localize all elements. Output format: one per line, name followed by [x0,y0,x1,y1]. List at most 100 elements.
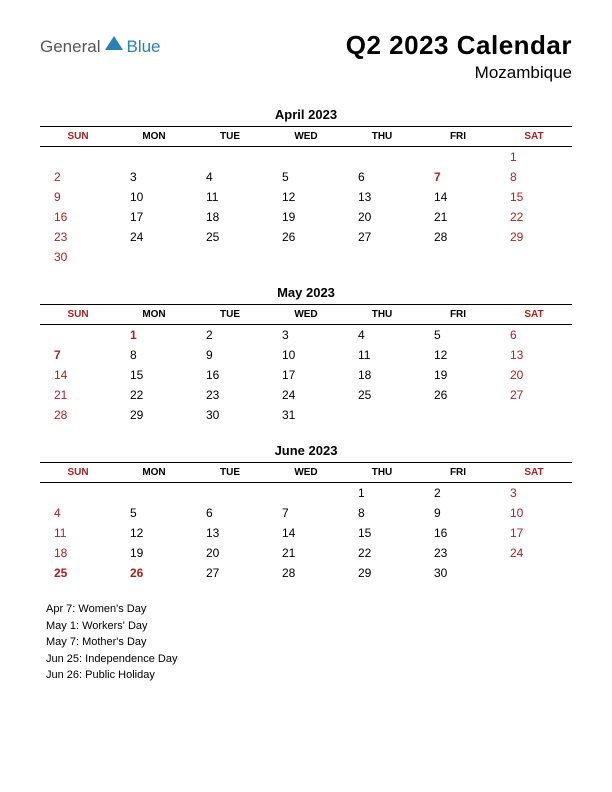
calendar-cell: 24 [496,543,572,563]
day-header: WED [268,305,344,325]
holiday-item: Jun 26: Public Holiday [46,667,572,684]
calendar-row: 14151617181920 [40,365,572,385]
calendar-cell: 21 [40,385,116,405]
calendar-cell: 19 [116,543,192,563]
calendar-cell: 7 [40,345,116,365]
calendar-table: SUNMONTUEWEDTHUFRISAT1234567891011121314… [40,304,572,425]
calendar-cell: 4 [344,325,420,346]
month-block: April 2023SUNMONTUEWEDTHUFRISAT123456789… [40,107,572,267]
calendar-cell: 19 [420,365,496,385]
calendar-cell: 5 [116,503,192,523]
calendar-cell: 14 [40,365,116,385]
calendar-cell: 14 [268,523,344,543]
day-header: MON [116,305,192,325]
day-header: SAT [496,305,572,325]
page-title: Q2 2023 Calendar [346,30,572,61]
holidays-list: Apr 7: Women's DayMay 1: Workers' DayMay… [46,601,572,684]
calendar-cell: 6 [344,167,420,187]
day-header: THU [344,127,420,147]
calendar-cell: 5 [268,167,344,187]
calendar-cell [40,147,116,168]
calendar-row: 30 [40,247,572,267]
calendars-container: April 2023SUNMONTUEWEDTHUFRISAT123456789… [40,107,572,583]
calendar-row: 23242526272829 [40,227,572,247]
calendar-cell [420,247,496,267]
logo-text-general: General [40,37,100,57]
calendar-cell [344,405,420,425]
calendar-cell: 1 [344,483,420,504]
calendar-cell: 10 [268,345,344,365]
calendar-cell: 27 [496,385,572,405]
calendar-cell: 2 [420,483,496,504]
calendar-cell: 10 [116,187,192,207]
calendar-cell: 17 [116,207,192,227]
day-header: TUE [192,463,268,483]
calendar-cell: 11 [40,523,116,543]
calendar-cell: 13 [344,187,420,207]
calendar-cell: 3 [116,167,192,187]
calendar-cell [192,247,268,267]
calendar-cell [40,325,116,346]
calendar-cell: 27 [192,563,268,583]
calendar-cell: 1 [496,147,572,168]
calendar-cell: 29 [344,563,420,583]
month-title: April 2023 [40,107,572,122]
calendar-cell: 30 [192,405,268,425]
calendar-row: 21222324252627 [40,385,572,405]
calendar-cell: 25 [192,227,268,247]
calendar-cell: 12 [420,345,496,365]
calendar-row: 16171819202122 [40,207,572,227]
calendar-cell: 20 [344,207,420,227]
calendar-cell: 18 [192,207,268,227]
calendar-cell: 2 [40,167,116,187]
calendar-cell: 30 [420,563,496,583]
calendar-cell [268,247,344,267]
calendar-cell: 1 [116,325,192,346]
calendar-cell [192,483,268,504]
calendar-cell: 7 [420,167,496,187]
calendar-cell: 18 [40,543,116,563]
day-header: MON [116,127,192,147]
calendar-cell: 3 [268,325,344,346]
calendar-cell: 23 [420,543,496,563]
calendar-cell: 29 [496,227,572,247]
calendar-row: 252627282930 [40,563,572,583]
day-header: TUE [192,127,268,147]
day-header: SUN [40,305,116,325]
calendar-cell: 8 [496,167,572,187]
calendar-cell: 22 [116,385,192,405]
calendar-cell: 16 [420,523,496,543]
calendar-cell: 16 [40,207,116,227]
calendar-cell: 23 [192,385,268,405]
day-header: WED [268,463,344,483]
calendar-cell: 21 [268,543,344,563]
calendar-cell [496,405,572,425]
calendar-cell [344,247,420,267]
calendar-cell: 28 [420,227,496,247]
calendar-cell [268,483,344,504]
calendar-cell [40,483,116,504]
month-block: June 2023SUNMONTUEWEDTHUFRISAT1234567891… [40,443,572,583]
calendar-cell: 20 [496,365,572,385]
calendar-table: SUNMONTUEWEDTHUFRISAT1234567891011121314… [40,126,572,267]
day-header: SUN [40,127,116,147]
day-header: FRI [420,463,496,483]
calendar-cell: 13 [192,523,268,543]
holiday-item: Jun 25: Independence Day [46,651,572,668]
month-block: May 2023SUNMONTUEWEDTHUFRISAT12345678910… [40,285,572,425]
calendar-cell: 20 [192,543,268,563]
calendar-cell: 26 [420,385,496,405]
calendar-cell: 30 [40,247,116,267]
calendar-cell: 4 [192,167,268,187]
calendar-row: 78910111213 [40,345,572,365]
calendar-cell: 15 [116,365,192,385]
calendar-cell: 13 [496,345,572,365]
month-title: May 2023 [40,285,572,300]
calendar-cell [344,147,420,168]
day-header: FRI [420,305,496,325]
month-title: June 2023 [40,443,572,458]
holiday-item: Apr 7: Women's Day [46,601,572,618]
calendar-cell: 22 [496,207,572,227]
calendar-cell: 14 [420,187,496,207]
day-header: TUE [192,305,268,325]
